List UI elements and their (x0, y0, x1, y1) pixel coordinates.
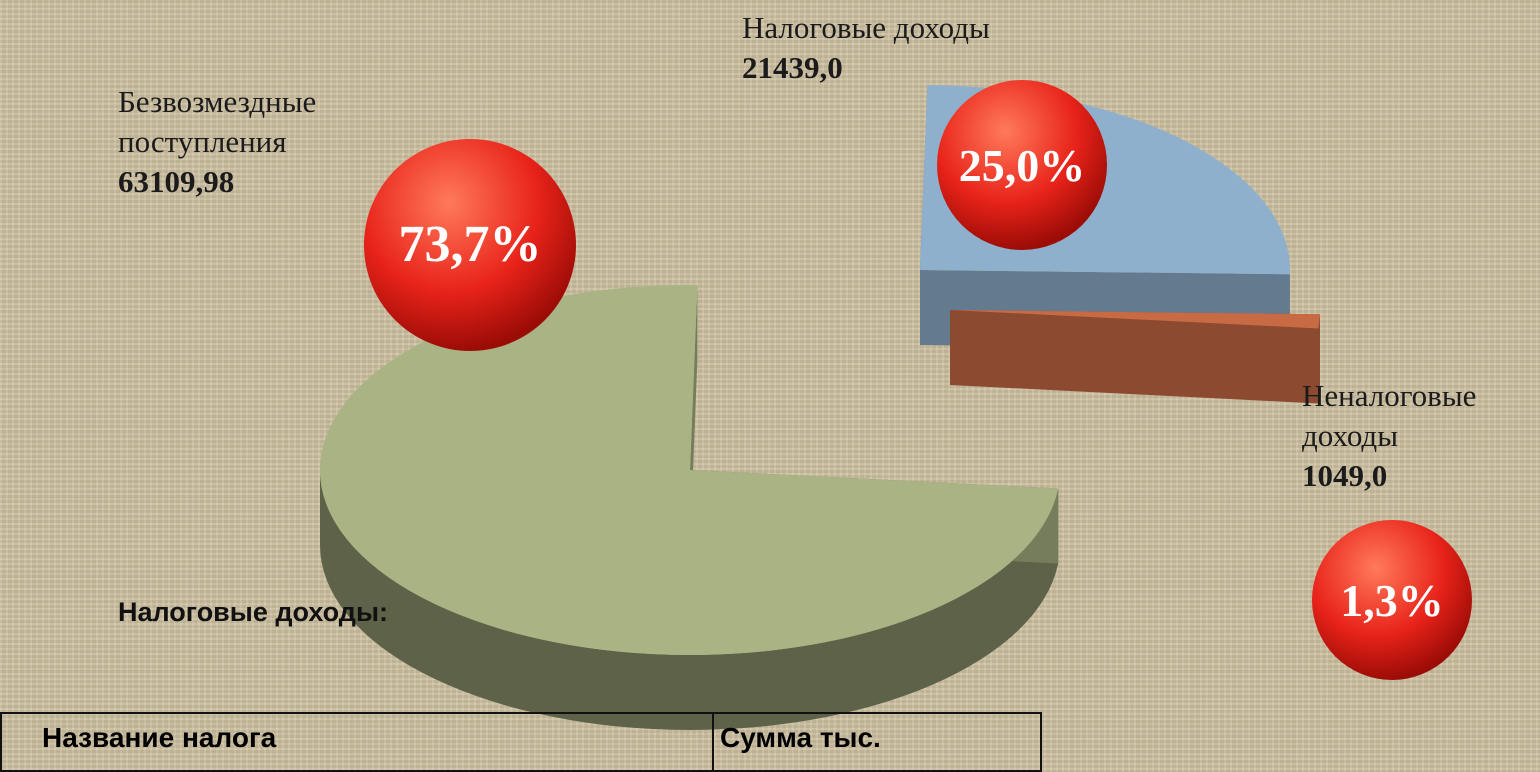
slide: 25,0% 1,3% 73,7% Безвозмездные поступления… (0, 0, 1540, 750)
share-label: 1,3% (1340, 575, 1444, 626)
category-label: Неналоговые доходы (1302, 378, 1476, 453)
table: Название налога Сумма тыс. (0, 712, 1042, 772)
header-cell: Сумма тыс. (713, 713, 1041, 771)
share-label: 25,0% (959, 140, 1086, 191)
slice (950, 310, 1320, 403)
header-cell: Название налога (1, 713, 713, 771)
section-title: Налоговые доходы: (118, 597, 388, 628)
value-label: 1049,0 (1302, 456, 1532, 496)
value-label: 21439,0 (742, 48, 1142, 88)
value-label: 63109,98 (118, 162, 418, 202)
share-label: 73,7% (399, 216, 542, 273)
slice (320, 285, 1058, 730)
category-label: Безвозмездные поступления (118, 84, 316, 159)
category-label: Налоговые доходы (742, 10, 990, 45)
